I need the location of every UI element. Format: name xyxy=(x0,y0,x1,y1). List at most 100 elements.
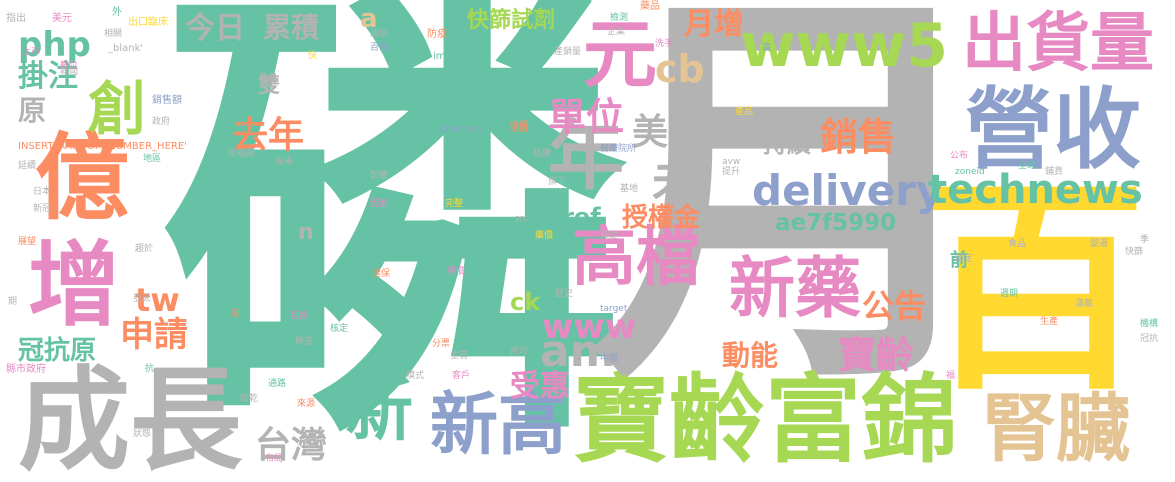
word-t-blank: _blank' xyxy=(108,43,144,54)
word-t-chukou: 出口臨床 xyxy=(128,17,168,28)
word-t-xinyao2: 新冠 xyxy=(33,204,52,214)
word-t-chanpin: 產品 xyxy=(735,107,754,117)
word-t-qixia: 旗下 xyxy=(548,177,567,187)
word-t-diqu: 地區 xyxy=(143,154,162,164)
word-baoling: 寶齡 xyxy=(838,333,915,377)
word-t-zhengfu: 政府 xyxy=(152,117,171,127)
word-delivery: delivery xyxy=(752,166,944,215)
word-t-gongbu: 公布 xyxy=(950,151,969,161)
word-tw: tw xyxy=(135,281,180,319)
word-shouhui: 受惠 xyxy=(510,369,570,404)
word-xin: 新 xyxy=(345,372,414,451)
word-shouquanjin: 授權金 xyxy=(622,203,701,233)
word-t-manzai: 滿載 xyxy=(1075,299,1094,309)
word-t-kehu: 客戶 xyxy=(452,371,471,381)
word-t-yaoping: 藥品 xyxy=(640,1,660,12)
word-t-hhh: 機構 xyxy=(1140,319,1159,329)
word-yuan2: 原 xyxy=(18,94,47,127)
word-t-qiye: 企業 xyxy=(607,27,626,37)
word-t-quanqiu: 全球 xyxy=(1018,161,1037,171)
word-yue: 月 xyxy=(590,0,1000,434)
word-t-chanxiao: 產銷量 xyxy=(554,47,582,57)
word-ae7f5990: ae7f5990 xyxy=(775,210,897,236)
word-t-yiqing: 疫情 xyxy=(510,124,529,134)
word-t-qushi: 趨於 xyxy=(135,244,154,254)
word-technews: technews xyxy=(928,167,1143,213)
word-baolingfujin: 寶齡富錦 xyxy=(573,364,957,476)
word-php: php xyxy=(18,25,91,65)
word-t-chanqu: 韓國 xyxy=(60,67,79,77)
word-t-src: src xyxy=(515,214,529,224)
word-t-wai: 外 xyxy=(112,7,122,18)
word-t-yanxu: 延續 xyxy=(18,161,37,171)
word-t-zhichu: 指出 xyxy=(6,13,26,24)
word-t-jianshou: 健保 xyxy=(372,269,391,279)
word-t-guankang: 冠抗 xyxy=(1140,334,1159,344)
word-qian: 前 xyxy=(947,250,968,268)
word-t-shengchan: 生產 xyxy=(1040,317,1059,327)
word-xiaoshou: 銷售 xyxy=(820,115,897,159)
word-t-buju: 布局 xyxy=(265,454,284,464)
word-n: n xyxy=(298,220,314,245)
word-ck: ck xyxy=(510,288,541,316)
word-t-xishou: 洗手 xyxy=(655,39,674,49)
word-t-tisheng: 提升 xyxy=(722,167,741,177)
word-t-kuai: 快 xyxy=(308,51,318,61)
word-gaodang: 高檔 xyxy=(572,221,700,295)
word-xingao: 新高 xyxy=(430,386,567,465)
word-yi: 億 xyxy=(35,124,130,233)
word-t-yingxiang: 影響 xyxy=(370,171,389,181)
word-t-gao: 高 xyxy=(762,43,772,53)
word-t-wanzheng: 完整 xyxy=(445,199,464,209)
word-t-bianhuan: 變遷 xyxy=(1090,239,1109,249)
word-t-avw: avw xyxy=(722,157,741,167)
word-chuang: 創 xyxy=(88,75,147,143)
word-shenqing: 申請 xyxy=(120,315,188,355)
word-t-irn1: INSERT_RANDOM_NUMBE xyxy=(738,7,840,16)
word-shuang: 雙 xyxy=(258,73,281,98)
word-t-zhanwang: 展望 xyxy=(18,237,37,247)
word-chixu: 持續 xyxy=(763,130,811,158)
word-amp: amp xyxy=(540,326,648,377)
word-t-tai: 太 xyxy=(1040,301,1050,311)
word-t-fenbu: 分票 xyxy=(432,339,451,349)
word-t-zhongguo: 中國 xyxy=(600,354,619,364)
word-taiwan: 台灣 xyxy=(255,425,328,466)
word-shenzang: 腎臟 xyxy=(982,386,1130,472)
word-t-yatai: 亞太 xyxy=(133,294,152,304)
word-t-yaofang: 藥價 xyxy=(535,231,554,241)
word-t-shipin: 食品 xyxy=(1008,239,1027,249)
word-t-heding: 核定 xyxy=(330,324,349,334)
word-t-zhouqi: 週期 xyxy=(1000,289,1019,299)
word-t-xuke: 許可 xyxy=(510,347,529,357)
word-t-jiance: 檢測 xyxy=(610,13,629,23)
word-t-moshi: 模式 xyxy=(406,371,425,381)
word-xinyao: 新藥 xyxy=(729,250,861,327)
word-guazhu: 掛注 xyxy=(18,59,78,94)
word-t-img: img xyxy=(433,51,452,62)
word-t-meiyuan: 美元 xyxy=(52,13,72,24)
word-t-irn-here: INSERT_RANDOM_NUMBER_HERE' xyxy=(18,141,187,152)
word-t-xiangfang: 相仿 xyxy=(660,309,679,319)
word-chengzhang: 成長 xyxy=(18,356,242,482)
word-t-riben: 日本 xyxy=(33,187,52,197)
word-t-weisheng: 衛福部 xyxy=(228,149,256,159)
word-t-qingbao: 情報 xyxy=(510,121,529,131)
word-t-baiwan: 百萬 xyxy=(370,43,389,53)
word-t-jidi: 基地 xyxy=(620,184,639,194)
word-gonggao: 公告 xyxy=(862,287,927,325)
word-t-jieshi: 解答 xyxy=(295,337,314,347)
word-wei: 未 xyxy=(652,154,698,208)
word-www5: www5 xyxy=(740,11,949,81)
word-cb: cb xyxy=(655,47,705,91)
word-t-lishi: 歷史 xyxy=(555,289,574,299)
word-t-danjia: 單價 xyxy=(447,267,466,277)
word-t-peihe: 配合 xyxy=(705,39,724,49)
word-t-target: target xyxy=(600,304,628,314)
word-jinri: 今日 xyxy=(185,11,245,46)
word-href: href xyxy=(545,203,601,231)
word-t-kuaishai: 快篩 xyxy=(1125,247,1144,257)
word-yuezeng: 月增 xyxy=(684,7,744,42)
word-www: www xyxy=(542,307,637,347)
